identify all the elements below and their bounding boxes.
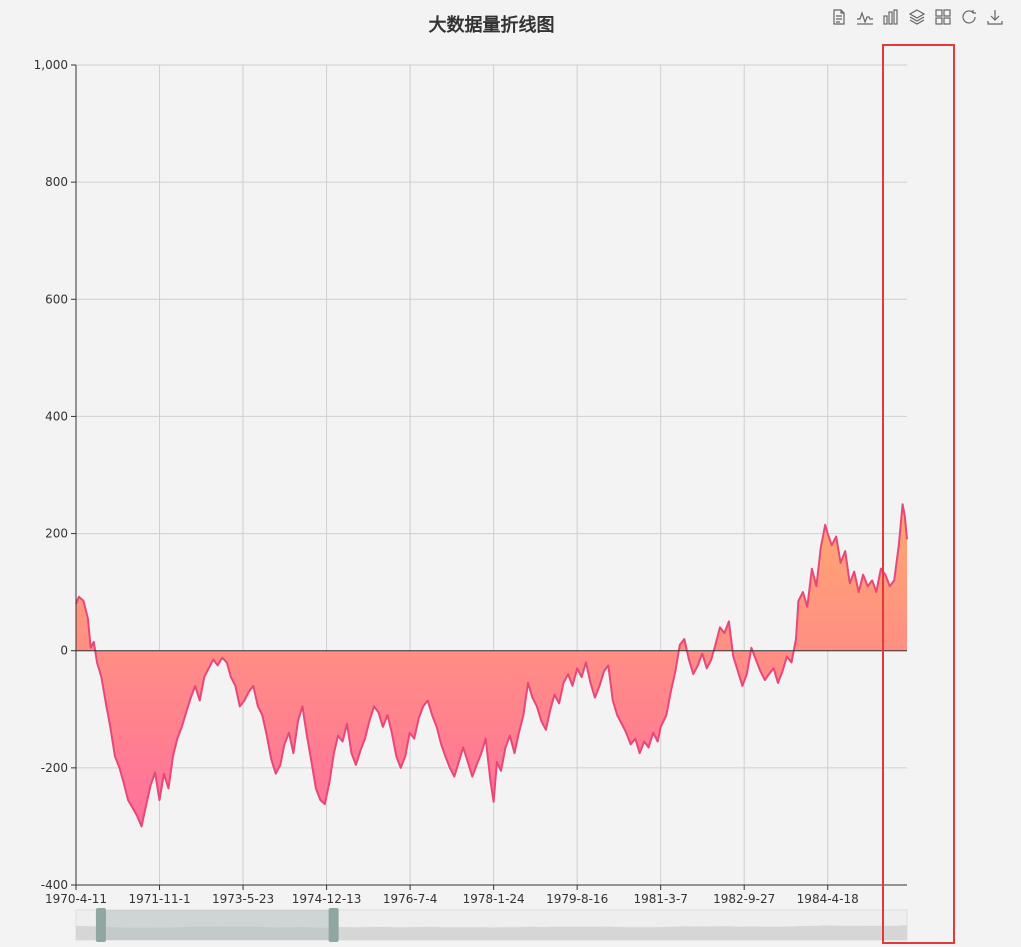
refresh-icon[interactable] xyxy=(960,8,978,26)
document-icon[interactable] xyxy=(830,8,848,26)
x-tick-label: 1973-5-23 xyxy=(212,892,274,906)
bar-chart-icon[interactable] xyxy=(882,8,900,26)
zoom-handle-start[interactable] xyxy=(95,908,106,942)
x-tick-label: 1974-12-13 xyxy=(292,892,362,906)
data-zoom-slider[interactable] xyxy=(75,908,908,942)
tiled-icon[interactable] xyxy=(934,8,952,26)
line-chart-icon[interactable] xyxy=(856,8,874,26)
zoom-handle-end[interactable] xyxy=(328,908,339,942)
x-tick-label: 1971-11-1 xyxy=(128,892,190,906)
y-tick-label: -400 xyxy=(41,878,68,892)
chart-toolbar xyxy=(830,8,1004,30)
area-fill xyxy=(76,504,907,827)
download-icon[interactable] xyxy=(986,8,1004,26)
series-area xyxy=(75,503,908,828)
y-tick-label: 200 xyxy=(45,527,68,541)
zoom-window xyxy=(100,910,334,940)
chart-title: 大数据量折线图 xyxy=(428,15,555,36)
series-line xyxy=(75,503,908,828)
x-tick-label: 1982-9-27 xyxy=(713,892,775,906)
y-tick-label: 400 xyxy=(45,409,68,423)
x-tick-label: 1976-7-4 xyxy=(383,892,437,906)
y-tick-label: 1,000 xyxy=(34,58,68,72)
y-tick-label: 600 xyxy=(45,292,68,306)
x-tick-label: 1970-4-11 xyxy=(45,892,107,906)
y-tick-label: 0 xyxy=(60,644,68,658)
stack-icon[interactable] xyxy=(908,8,926,26)
x-tick-label: 1978-1-24 xyxy=(463,892,525,906)
x-tick-label: 1981-3-7 xyxy=(633,892,687,906)
x-tick-label: 1984-4-18 xyxy=(797,892,859,906)
x-tick-label: 1979-8-16 xyxy=(546,892,608,906)
y-tick-label: 800 xyxy=(45,175,68,189)
y-tick-label: -200 xyxy=(41,761,68,775)
